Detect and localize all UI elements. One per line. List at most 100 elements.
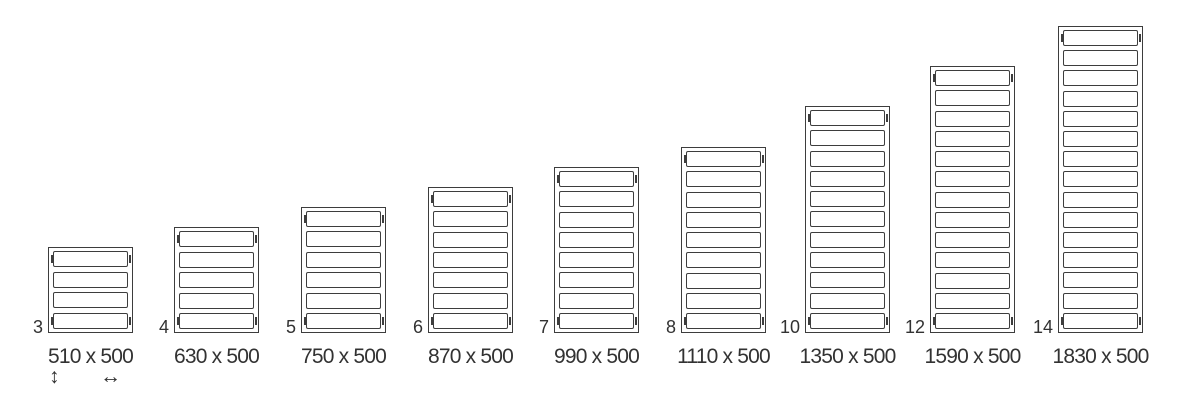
radiator-bar xyxy=(686,313,761,329)
radiator-bar xyxy=(935,90,1010,107)
radiator-bar xyxy=(306,312,381,329)
radiator-12: 12 1590 x 500 xyxy=(905,66,1021,367)
radiator-bar xyxy=(810,191,885,208)
radiator-bar xyxy=(686,171,761,188)
size-label: 990 x 500 xyxy=(553,345,640,368)
radiator-bar xyxy=(1063,30,1138,46)
radiator-bar xyxy=(935,191,1010,208)
radiator-5: 5 750 x 500 xyxy=(286,207,387,367)
radiator-bar xyxy=(935,252,1010,269)
size-label: 870 x 500 xyxy=(427,345,514,368)
radiator-bar xyxy=(1063,110,1138,127)
radiator-bar xyxy=(810,211,885,228)
radiator-bar xyxy=(1063,292,1138,309)
radiator-bar xyxy=(559,231,634,248)
radiator-8: 8 1110 x 500 xyxy=(666,147,771,367)
radiator-bar xyxy=(1063,191,1138,208)
radiator-bar xyxy=(559,272,634,289)
radiator-bar xyxy=(559,211,634,228)
radiator-bar xyxy=(433,211,508,228)
radiator-10: 10 1350 x 500 xyxy=(780,106,896,367)
radiator-bar xyxy=(433,272,508,289)
radiator-bar xyxy=(559,191,634,208)
radiator-bar xyxy=(686,252,761,269)
radiator-bar xyxy=(1063,50,1138,67)
radiator-frame xyxy=(554,167,639,333)
radiator-frame xyxy=(930,66,1015,333)
radiator-7: 7 990 x 500 xyxy=(539,167,640,367)
radiator-bar xyxy=(1063,232,1138,249)
radiator-bar xyxy=(306,211,381,227)
radiator-bar xyxy=(935,313,1010,329)
radiator-frame xyxy=(301,207,386,333)
radiator-bar xyxy=(53,251,128,267)
radiator-bar xyxy=(179,292,254,309)
rail-count-label: 12 xyxy=(904,317,925,337)
radiator-bar xyxy=(810,252,885,269)
radiator-bar xyxy=(1063,312,1138,329)
size-label: 630 x 500 xyxy=(173,345,260,368)
radiator-bar xyxy=(810,231,885,248)
size-label: 1110 x 500 xyxy=(677,345,771,368)
radiator-bar xyxy=(1063,70,1138,87)
radiator-bar xyxy=(306,272,381,289)
radiator-bar xyxy=(935,232,1010,248)
radiator-bar xyxy=(53,312,128,329)
rail-count-label: 8 xyxy=(665,317,676,337)
radiator-bar xyxy=(1063,252,1138,269)
radiator-bar xyxy=(810,150,885,167)
radiator-bar xyxy=(559,171,634,187)
radiator-bar xyxy=(686,232,761,248)
radiator-bar xyxy=(810,110,885,126)
radiator-frame xyxy=(681,147,766,333)
radiator-bar xyxy=(559,312,634,329)
rail-count-label: 3 xyxy=(32,317,43,337)
size-label: 750 x 500 xyxy=(300,345,387,368)
radiator-bar xyxy=(1063,131,1138,148)
size-label: 1830 x 500 xyxy=(1052,345,1150,368)
radiator-bar xyxy=(179,231,254,247)
rail-count-label: 5 xyxy=(285,317,296,337)
radiator-bar xyxy=(433,251,508,268)
radiator-bar xyxy=(433,191,508,207)
radiator-bar xyxy=(306,292,381,309)
size-label: 510 x 500 xyxy=(47,345,134,368)
radiator-bar xyxy=(306,231,381,248)
radiator-bar xyxy=(935,130,1010,147)
radiator-frame xyxy=(174,227,259,333)
rail-count-label: 7 xyxy=(538,317,549,337)
radiator-bar xyxy=(810,312,885,329)
radiator-bar xyxy=(810,130,885,147)
radiator-bar xyxy=(1063,272,1138,289)
radiator-bar xyxy=(559,292,634,309)
radiator-bar xyxy=(810,170,885,187)
width-arrow-icon: ↔ xyxy=(100,365,121,388)
radiator-4: 4 630 x 500 xyxy=(159,227,260,367)
radiator-bar xyxy=(306,251,381,268)
rail-count-label: 6 xyxy=(412,317,423,337)
radiator-3: 3 510 x 500 xyxy=(33,247,134,367)
radiator-bar xyxy=(686,272,761,289)
radiator-bar xyxy=(433,231,508,248)
radiator-bar xyxy=(1063,90,1138,107)
rail-count-label: 14 xyxy=(1032,317,1053,337)
radiator-bar xyxy=(53,292,128,309)
radiator-14: 14 1830 x 500 xyxy=(1033,26,1149,367)
radiator-bar xyxy=(686,292,761,309)
radiator-bar xyxy=(433,292,508,309)
radiator-bar xyxy=(433,312,508,329)
rail-count-label: 10 xyxy=(779,317,800,337)
radiator-bar xyxy=(935,292,1010,309)
radiator-bar xyxy=(686,191,761,208)
radiator-bar xyxy=(935,110,1010,127)
height-arrow-icon: ↕ xyxy=(49,365,60,388)
radiator-bar xyxy=(686,151,761,167)
radiator-bar xyxy=(179,313,254,329)
radiator-bar xyxy=(1063,211,1138,228)
radiator-frame xyxy=(48,247,133,333)
radiator-bar xyxy=(53,271,128,288)
radiator-bar xyxy=(935,151,1010,167)
radiator-frame xyxy=(805,106,890,333)
radiator-bar xyxy=(1063,151,1138,168)
radiator-bar xyxy=(935,171,1010,188)
